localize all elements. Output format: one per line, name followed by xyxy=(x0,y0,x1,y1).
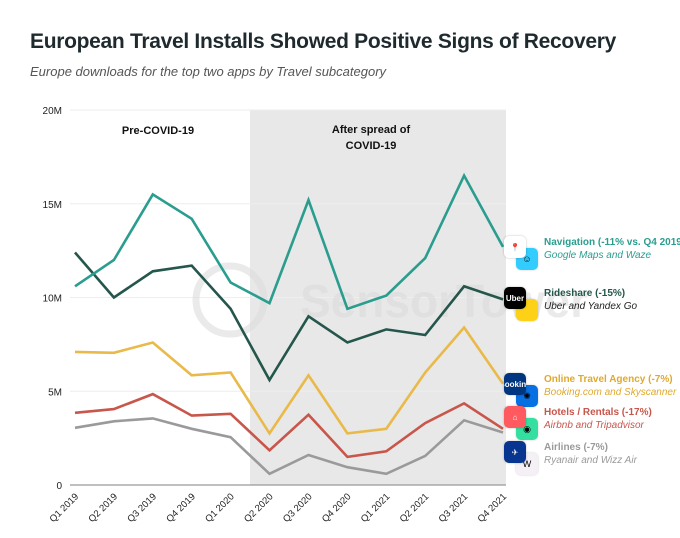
series-line-airlines xyxy=(74,417,504,476)
y-tick-label: 20M xyxy=(43,106,62,117)
legend-item: Uber Rideshare (-15%) Uber and Yandex Go xyxy=(504,287,680,327)
series-line-online-travel-agency xyxy=(74,325,505,436)
x-tick-label: Q3 2021 xyxy=(437,491,471,525)
x-tick-label: Q4 2021 xyxy=(476,491,510,525)
x-tick-label: Q2 2020 xyxy=(242,491,276,525)
annotation-after-covid-line1: After spread of xyxy=(332,124,411,136)
legend-label: Hotels / Rentals (-17%) xyxy=(544,407,652,418)
x-tick-label: Q4 2020 xyxy=(320,491,354,525)
legend-apps: Uber and Yandex Go xyxy=(544,301,638,312)
y-tick-label: 10M xyxy=(43,294,62,305)
y-tick-label: 0 xyxy=(56,481,62,492)
x-tick-label: Q2 2019 xyxy=(86,491,120,525)
legend-item: ◉ ⌂ Hotels / Rentals (-17%) Airbnb and Trip… xyxy=(504,406,680,446)
legend-item: ☺ 📍 Navigation (-11% vs. Q4 2019) Google Ma… xyxy=(504,236,680,276)
series-line-navigation xyxy=(74,172,505,311)
legend-apps: Airbnb and Tripadvisor xyxy=(544,420,644,431)
y-tick-label: 15M xyxy=(43,200,62,211)
x-tick-label: Q1 2019 xyxy=(48,491,82,525)
legend-label: Online Travel Agency (-7%) xyxy=(544,374,673,385)
x-tick-label: Q3 2020 xyxy=(281,491,315,525)
legend-apps: Ryanair and Wizz Air xyxy=(544,455,637,466)
sensortower-watermark: SensorTower xyxy=(300,275,588,327)
uber-icon: Uber xyxy=(504,287,526,309)
legend-label: Navigation (-11% vs. Q4 2019) xyxy=(544,237,680,248)
ryanair-icon: ✈ xyxy=(504,441,526,463)
legend-item: ✺BookingOnline Travel Agency (-7%)Bookin… xyxy=(504,373,680,413)
x-tick-label: Q2 2021 xyxy=(398,491,432,525)
annotation-after-covid-line2: COVID-19 xyxy=(346,140,397,152)
chart-subtitle: Europe downloads for the top two apps by… xyxy=(30,64,387,79)
legend-apps: Google Maps and Waze xyxy=(544,250,652,261)
x-tick-label: Q3 2019 xyxy=(125,491,159,525)
legend-label: Airlines (-7%) xyxy=(544,442,608,453)
series-line-rideshare xyxy=(74,251,504,383)
x-tick-label: Q4 2019 xyxy=(164,491,198,525)
x-tick-label: Q1 2021 xyxy=(359,491,393,525)
legend-apps: Booking.com and Skyscanner xyxy=(544,387,677,398)
x-tick-label: Q1 2020 xyxy=(203,491,237,525)
booking-icon: Booking xyxy=(504,373,526,395)
y-tick-label: 5M xyxy=(48,387,62,398)
legend-label: Rideshare (-15%) xyxy=(544,288,626,299)
legend-item: W ✈ Airlines (-7%) Ryanair and Wizz Air xyxy=(504,441,680,481)
airbnb-icon: ⌂ xyxy=(504,406,526,428)
chart-title: European Travel Installs Showed Positive… xyxy=(30,30,616,53)
annotation-pre-covid: Pre-COVID-19 xyxy=(122,125,194,137)
series-line-hotels-rentals xyxy=(74,392,504,459)
google-maps-icon: 📍 xyxy=(504,236,526,258)
